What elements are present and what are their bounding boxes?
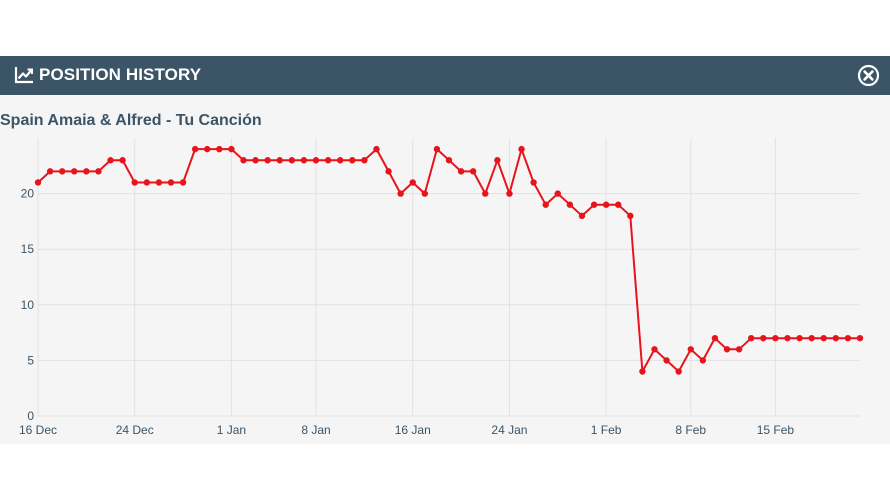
panel-header: POSITION HISTORY xyxy=(0,56,890,95)
data-point[interactable] xyxy=(228,145,235,153)
y-tick-label: 10 xyxy=(21,298,35,312)
data-point[interactable] xyxy=(723,346,731,353)
data-point[interactable] xyxy=(421,190,429,197)
x-tick-label: 1 Feb xyxy=(591,423,622,437)
data-point[interactable] xyxy=(373,145,380,153)
data-point[interactable] xyxy=(155,179,163,186)
x-tick-label: 16 Jan xyxy=(395,423,431,437)
x-tick-label: 1 Jan xyxy=(217,423,246,437)
data-point[interactable] xyxy=(276,157,283,164)
x-tick-label: 24 Dec xyxy=(116,423,154,437)
data-point[interactable] xyxy=(252,157,259,164)
close-circle-icon[interactable] xyxy=(857,64,880,87)
x-tick-label: 8 Feb xyxy=(675,423,706,437)
data-point[interactable] xyxy=(651,346,658,353)
data-point[interactable] xyxy=(312,157,320,164)
data-point[interactable] xyxy=(518,145,525,153)
data-point[interactable] xyxy=(83,168,90,175)
data-point[interactable] xyxy=(554,190,561,197)
data-point[interactable] xyxy=(735,346,743,353)
data-point[interactable] xyxy=(832,334,840,342)
data-point[interactable] xyxy=(204,145,211,153)
y-tick-label: 0 xyxy=(27,409,34,423)
data-point[interactable] xyxy=(409,179,416,186)
y-tick-label: 15 xyxy=(21,242,35,256)
data-point[interactable] xyxy=(602,201,610,208)
data-point[interactable] xyxy=(337,157,344,164)
data-point[interactable] xyxy=(856,334,864,342)
y-tick-label: 5 xyxy=(27,353,34,367)
data-point[interactable] xyxy=(639,368,646,375)
data-point[interactable] xyxy=(578,212,586,220)
position-history-chart: 0 5 10 15 20 16 Dec 24 Dec 1 Jan 8 Jan 16 Jan 24 J… xyxy=(19,138,864,437)
data-point[interactable] xyxy=(385,168,392,175)
data-point[interactable] xyxy=(288,157,296,164)
data-point[interactable] xyxy=(58,168,66,175)
panel-title: POSITION HISTORY xyxy=(39,65,202,84)
data-point[interactable] xyxy=(107,157,114,164)
data-point[interactable] xyxy=(300,157,308,164)
data-point[interactable] xyxy=(627,212,634,220)
y-tick-label: 20 xyxy=(21,187,35,201)
data-point[interactable] xyxy=(663,357,670,364)
line-chart-icon xyxy=(14,67,33,84)
data-point[interactable] xyxy=(844,334,852,342)
x-tick-label: 24 Jan xyxy=(491,423,527,437)
data-point[interactable] xyxy=(530,179,537,186)
data-point[interactable] xyxy=(240,157,247,164)
data-point[interactable] xyxy=(457,168,465,175)
data-point[interactable] xyxy=(361,157,368,164)
chart-subtitle: Spain Amaia & Alfred - Tu Canción xyxy=(0,112,262,129)
data-point[interactable] xyxy=(820,334,827,342)
data-point[interactable] xyxy=(542,201,549,208)
data-point[interactable] xyxy=(506,190,513,197)
x-tick-label: 8 Jan xyxy=(301,423,330,437)
x-tick-label: 15 Feb xyxy=(757,423,795,437)
data-point[interactable] xyxy=(34,179,42,186)
data-point[interactable] xyxy=(796,334,803,342)
data-point[interactable] xyxy=(216,145,223,153)
data-point[interactable] xyxy=(95,168,102,175)
data-point[interactable] xyxy=(711,334,719,342)
data-point[interactable] xyxy=(397,190,404,197)
data-point[interactable] xyxy=(445,157,453,164)
data-point[interactable] xyxy=(469,168,477,175)
data-point[interactable] xyxy=(191,145,199,153)
data-point[interactable] xyxy=(119,157,126,164)
data-point[interactable] xyxy=(675,368,682,375)
data-point[interactable] xyxy=(324,157,332,164)
position-history-panel: POSITION HISTORY Spain Amaia & Alfred - … xyxy=(0,56,890,444)
data-point[interactable] xyxy=(687,346,694,353)
data-point[interactable] xyxy=(784,334,791,342)
data-point[interactable] xyxy=(167,179,175,186)
data-point[interactable] xyxy=(71,168,78,175)
data-point[interactable] xyxy=(772,334,779,342)
data-point[interactable] xyxy=(590,201,598,208)
data-point[interactable] xyxy=(433,145,441,153)
data-point[interactable] xyxy=(143,179,150,186)
data-point[interactable] xyxy=(566,201,574,208)
data-point[interactable] xyxy=(264,157,271,164)
data-point[interactable] xyxy=(748,334,755,342)
data-point[interactable] xyxy=(131,179,138,186)
data-point[interactable] xyxy=(760,334,767,342)
data-point[interactable] xyxy=(494,157,501,164)
x-tick-label: 16 Dec xyxy=(19,423,57,437)
data-point[interactable] xyxy=(615,201,622,208)
data-point[interactable] xyxy=(808,334,815,342)
data-point[interactable] xyxy=(349,157,356,164)
data-point[interactable] xyxy=(46,168,54,175)
data-point[interactable] xyxy=(179,179,187,186)
data-point[interactable] xyxy=(699,357,707,364)
data-point[interactable] xyxy=(482,190,489,197)
